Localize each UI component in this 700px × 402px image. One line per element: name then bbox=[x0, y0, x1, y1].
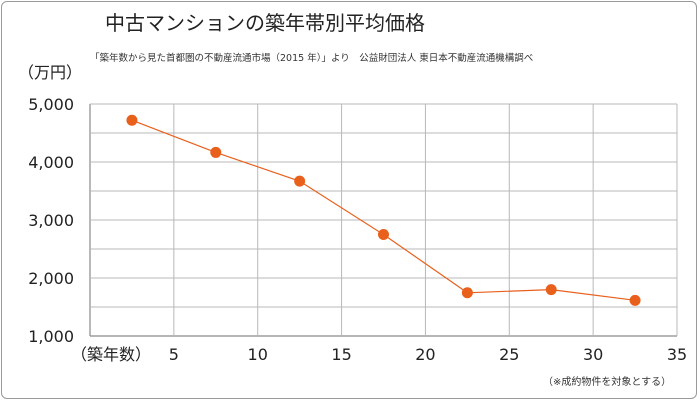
x-tick-label: 25 bbox=[499, 345, 519, 364]
x-tick-label: 30 bbox=[583, 345, 603, 364]
data-point bbox=[629, 294, 641, 306]
x-tick-label: 15 bbox=[331, 345, 351, 364]
data-point bbox=[210, 146, 222, 158]
data-point bbox=[545, 284, 557, 296]
chart-subtitle: 「築年数から見た首都圏の不動産流通市場（2015 年）」より 公益財団法人 東日… bbox=[90, 52, 533, 64]
chart-title: 中古マンションの築年帯別平均価格 bbox=[105, 11, 425, 35]
series-price bbox=[126, 114, 641, 306]
y-tick-label: 2,000 bbox=[28, 269, 74, 288]
x-tick-label: 5 bbox=[169, 345, 179, 364]
y-tick-label: 1,000 bbox=[28, 327, 74, 346]
series-line bbox=[131, 119, 636, 301]
data-point bbox=[126, 114, 138, 126]
y-tick-labels: 1,000 2,000 3,000 4,000 5,000 bbox=[28, 95, 74, 346]
data-point bbox=[461, 287, 473, 299]
data-point bbox=[378, 229, 389, 240]
chart-footnote: （※成約物件を対象とする） bbox=[543, 375, 671, 388]
y-tick-label: 3,000 bbox=[28, 211, 74, 230]
x-axis-unit-label: （築年数） bbox=[71, 345, 151, 364]
data-point bbox=[294, 175, 306, 187]
x-tick-label: 35 bbox=[667, 345, 687, 364]
x-tick-label: 20 bbox=[415, 345, 435, 364]
y-tick-label: 5,000 bbox=[28, 95, 74, 114]
x-tick-label: 10 bbox=[248, 345, 268, 364]
grid bbox=[89, 103, 678, 337]
y-axis-unit-label: （万円） bbox=[18, 63, 82, 82]
y-tick-label: 4,000 bbox=[28, 153, 74, 172]
x-tick-labels: 5 10 15 20 25 30 35 bbox=[169, 345, 687, 364]
